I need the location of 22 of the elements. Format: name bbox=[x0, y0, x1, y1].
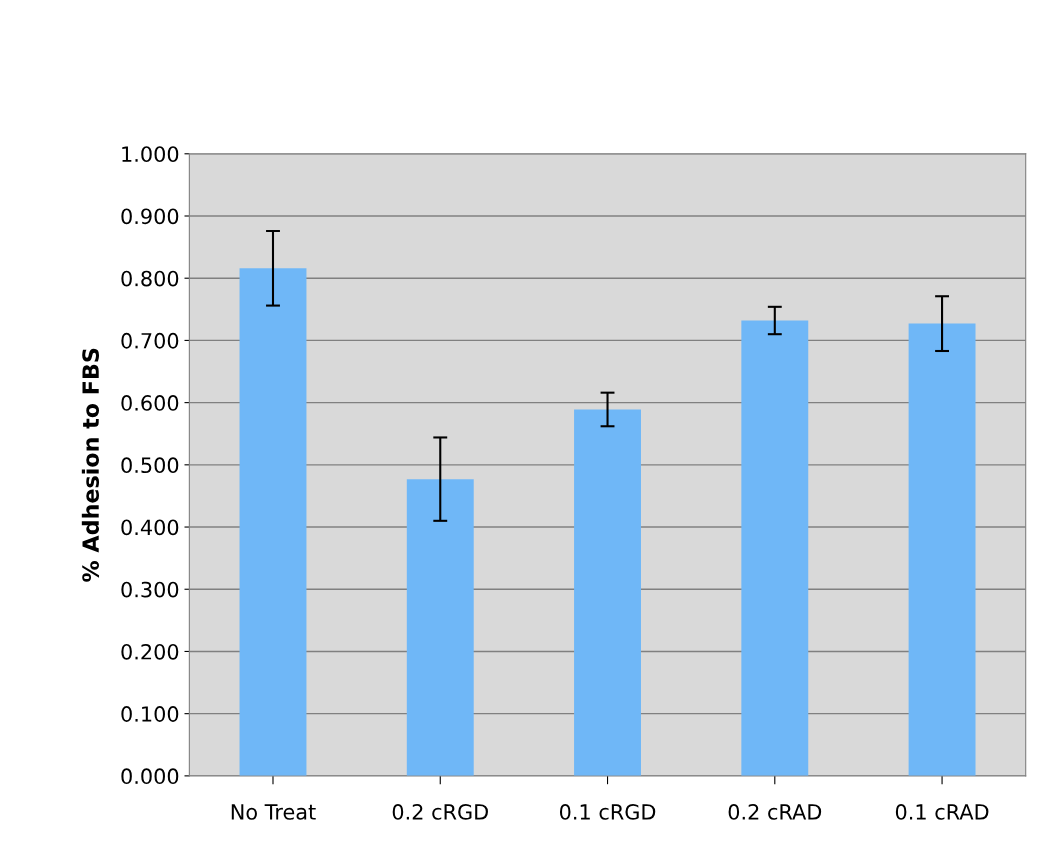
y-tick-label: 0.400 bbox=[121, 519, 179, 536]
bar bbox=[741, 320, 809, 776]
y-tick-label: 0.500 bbox=[121, 457, 179, 474]
y-tick-label: 0.300 bbox=[121, 581, 179, 598]
y-tick-label: 0.800 bbox=[121, 270, 179, 287]
bar bbox=[574, 409, 641, 776]
bar bbox=[406, 479, 474, 776]
y-tick-label: 0.600 bbox=[121, 395, 179, 411]
bar bbox=[908, 323, 976, 776]
y-axis-title: % Adhesion to FBS bbox=[81, 348, 100, 582]
y-tick-label: 0.200 bbox=[121, 643, 179, 660]
x-tick-label: 0.1 cRAD bbox=[895, 804, 989, 820]
y-tick-label: 0.000 bbox=[121, 768, 179, 785]
x-tick-label: 0.1 cRGD bbox=[559, 804, 656, 820]
bar bbox=[239, 268, 307, 776]
y-tick-label: 0.900 bbox=[121, 208, 179, 225]
x-tick-label: No Treat bbox=[231, 804, 316, 820]
y-tick-label: 1.000 bbox=[122, 146, 179, 162]
y-tick-label: 0.700 bbox=[121, 332, 179, 349]
x-tick-label: 0.2 cRAD bbox=[728, 804, 822, 820]
y-tick-label: 0.100 bbox=[121, 706, 179, 722]
x-tick-label: 0.2 cRGD bbox=[392, 804, 488, 820]
